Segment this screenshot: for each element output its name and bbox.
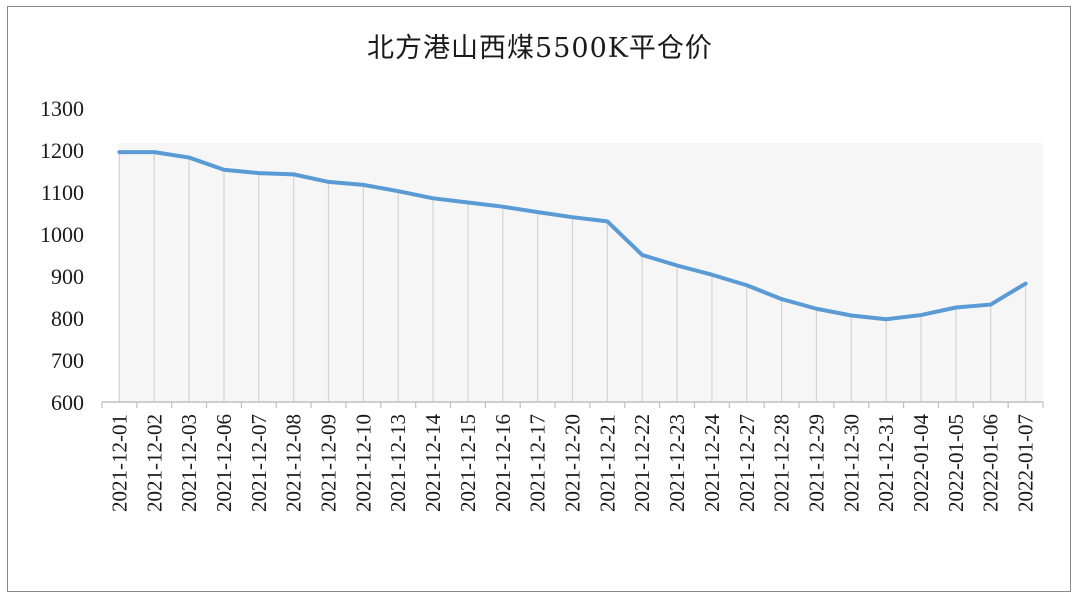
x-tick-label: 2021-12-08 bbox=[282, 414, 306, 512]
x-tick-label: 2021-12-29 bbox=[804, 414, 828, 512]
plot-background bbox=[118, 143, 1043, 401]
x-tick-label: 2021-12-01 bbox=[107, 414, 131, 512]
x-tick-label: 2021-12-30 bbox=[839, 414, 863, 512]
x-tick-label: 2021-12-09 bbox=[317, 414, 341, 512]
x-tick-label: 2021-12-22 bbox=[630, 414, 654, 512]
x-tick-label: 2022-01-07 bbox=[1014, 414, 1038, 512]
x-tick-label: 2021-12-23 bbox=[665, 414, 689, 512]
x-tick-label: 2021-12-07 bbox=[247, 414, 271, 512]
x-tick-label: 2021-12-03 bbox=[177, 414, 201, 512]
x-tick-label: 2021-12-16 bbox=[491, 414, 515, 512]
y-tick-label: 800 bbox=[51, 306, 84, 331]
series-line bbox=[117, 150, 1028, 322]
x-tick-label: 2021-12-13 bbox=[386, 414, 410, 512]
x-tick-label: 2021-12-21 bbox=[595, 414, 619, 512]
x-tick-label: 2022-01-04 bbox=[909, 414, 933, 512]
x-tick-label: 2021-12-27 bbox=[735, 414, 759, 512]
drop-lines bbox=[118, 152, 1027, 402]
x-tick-label: 2021-12-20 bbox=[561, 414, 585, 512]
x-tick-labels: 2021-12-01 2021-12-02 2021-12-03 2021-12-06… bbox=[107, 414, 1037, 512]
x-tick-label: 2021-12-31 bbox=[874, 414, 898, 512]
x-tick-label: 2021-12-02 bbox=[142, 414, 166, 512]
chart-title: 北方港山西煤5500K平仓价 bbox=[367, 33, 713, 64]
x-tick-label: 2021-12-17 bbox=[526, 414, 550, 512]
y-tick-label: 1100 bbox=[41, 180, 84, 205]
y-tick-labels: 600 700 800 900 1000 1100 1200 1300 bbox=[40, 96, 84, 415]
x-tick-label: 2022-01-06 bbox=[979, 414, 1003, 512]
x-tick-marks bbox=[101, 402, 1044, 408]
x-tick-label: 2021-12-15 bbox=[456, 414, 480, 512]
x-tick-label: 2021-12-28 bbox=[770, 414, 794, 512]
y-tick-label: 1000 bbox=[40, 222, 84, 247]
y-tick-label: 700 bbox=[51, 348, 84, 373]
y-tick-label: 1200 bbox=[40, 138, 84, 163]
y-tick-label: 600 bbox=[51, 390, 84, 415]
x-tick-label: 2021-12-10 bbox=[351, 414, 375, 512]
x-tick-label: 2022-01-05 bbox=[944, 414, 968, 512]
y-tick-label: 900 bbox=[51, 264, 84, 289]
x-tick-label: 2021-12-06 bbox=[212, 414, 236, 512]
y-tick-label: 1300 bbox=[40, 96, 84, 121]
x-tick-label: 2021-12-14 bbox=[421, 414, 445, 512]
x-tick-label: 2021-12-24 bbox=[700, 414, 724, 512]
